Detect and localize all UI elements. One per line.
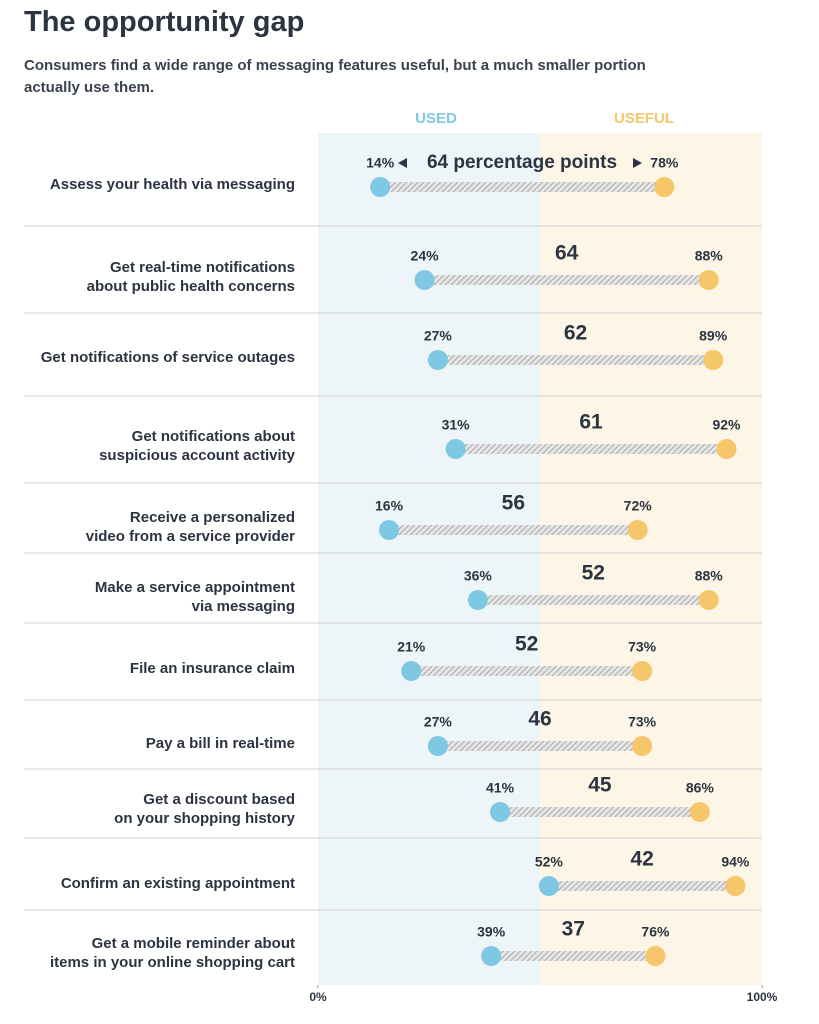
category-label: Get real-time notifications <box>110 259 295 276</box>
dot-useful <box>654 177 675 197</box>
value-label: 76% <box>641 924 670 940</box>
dot-used <box>538 876 559 896</box>
value-label: 31% <box>442 417 471 433</box>
difference-label: 46 <box>528 708 551 731</box>
dot-used <box>481 946 502 966</box>
value-label: 73% <box>628 714 657 730</box>
gap-bar <box>477 595 709 605</box>
dot-useful <box>716 439 737 459</box>
value-label: 72% <box>624 498 653 514</box>
value-label: 14% <box>366 155 395 171</box>
value-label: 88% <box>695 248 724 264</box>
dot-useful <box>698 270 719 290</box>
dot-used <box>401 661 422 681</box>
gap-bar <box>380 182 665 192</box>
value-label: 92% <box>712 417 741 433</box>
value-label: 73% <box>628 639 657 655</box>
category-label: Receive a personalized <box>130 509 295 526</box>
value-label: 41% <box>486 780 515 796</box>
dot-useful <box>645 946 666 966</box>
category-label: Get a discount based <box>143 791 295 808</box>
dot-used <box>370 177 391 197</box>
value-label: 16% <box>375 498 404 514</box>
category-label: Pay a bill in real-time <box>146 735 295 752</box>
value-label: 89% <box>699 328 728 344</box>
gap-bar <box>491 951 656 961</box>
category-label: File an insurance claim <box>130 660 295 677</box>
chart-subtitle: Consumers find a wide range of messaging… <box>24 57 646 96</box>
difference-label: 56 <box>502 492 525 515</box>
difference-label: 52 <box>582 562 605 585</box>
difference-label: 61 <box>579 411 603 434</box>
dot-useful <box>632 736 653 756</box>
difference-label: 37 <box>562 918 585 941</box>
gap-bar <box>437 355 714 365</box>
difference-label: 42 <box>630 848 653 871</box>
dot-useful <box>632 661 653 681</box>
x-tick-label: 100% <box>747 990 778 1004</box>
category-label: about public health concerns <box>87 278 295 295</box>
value-label: 78% <box>650 155 679 171</box>
category-label: video from a service provider <box>86 528 295 545</box>
dot-used <box>414 270 435 290</box>
dot-useful <box>627 520 648 540</box>
gap-bar <box>437 741 643 751</box>
category-label: Assess your health via messaging <box>50 176 295 193</box>
difference-label: 52 <box>515 633 538 656</box>
category-label: Confirm an existing appointment <box>61 875 295 892</box>
category-label: via messaging <box>192 598 295 615</box>
difference-label: 64 percentage points <box>427 152 617 173</box>
legend-label: USED <box>415 110 457 127</box>
dot-used <box>467 590 488 610</box>
dot-used <box>427 736 448 756</box>
x-tick-label: 0% <box>309 990 327 1004</box>
difference-label: 45 <box>588 774 612 797</box>
value-label: 88% <box>695 568 724 584</box>
gap-bar <box>411 666 643 676</box>
dot-useful <box>725 876 746 896</box>
arrow-right <box>633 158 642 168</box>
dot-used <box>427 350 448 370</box>
category-label: Make a service appointment <box>95 579 295 596</box>
dot-useful <box>703 350 724 370</box>
category-label: items in your online shopping cart <box>50 954 295 971</box>
arrow-left <box>398 158 407 168</box>
dot-useful <box>689 802 710 822</box>
gap-bar <box>424 275 709 285</box>
legend-label: USEFUL <box>614 110 674 127</box>
dot-used <box>445 439 466 459</box>
category-label: on your shopping history <box>114 810 295 827</box>
category-label: Get notifications about <box>132 428 295 445</box>
chart-title: The opportunity gap <box>24 6 305 38</box>
value-label: 27% <box>424 328 453 344</box>
gap-bar <box>500 807 700 817</box>
value-label: 94% <box>721 854 750 870</box>
gap-bar <box>455 444 727 454</box>
dot-used <box>490 802 511 822</box>
value-label: 24% <box>411 248 440 264</box>
category-label: Get a mobile reminder about <box>92 935 295 952</box>
dot-used <box>379 520 400 540</box>
dot-useful <box>698 590 719 610</box>
value-label: 52% <box>535 854 564 870</box>
difference-label: 64 <box>555 242 579 265</box>
value-label: 27% <box>424 714 453 730</box>
value-label: 39% <box>477 924 506 940</box>
difference-label: 62 <box>564 322 587 345</box>
value-label: 86% <box>686 780 715 796</box>
gap-bar <box>389 525 638 535</box>
value-label: 21% <box>397 639 426 655</box>
category-label: Get notifications of service outages <box>41 349 295 366</box>
gap-bar <box>548 881 736 891</box>
value-label: 36% <box>464 568 493 584</box>
category-label: suspicious account activity <box>99 447 296 464</box>
